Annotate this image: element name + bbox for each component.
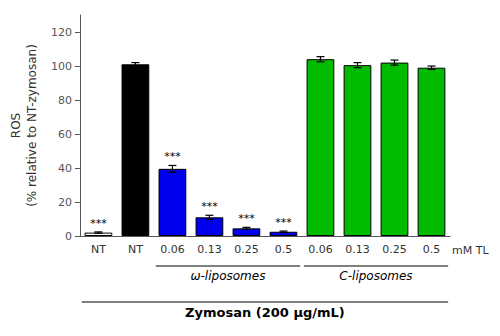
svg-text:NT: NT <box>91 243 106 256</box>
svg-text:NT: NT <box>128 243 143 256</box>
svg-text:ω-liposomes: ω-liposomes <box>190 269 265 283</box>
svg-text:***: *** <box>201 200 218 213</box>
svg-text:0.5: 0.5 <box>275 243 293 256</box>
svg-text:20: 20 <box>58 196 72 209</box>
svg-text:0.25: 0.25 <box>234 243 259 256</box>
svg-text:ROS: ROS <box>9 113 23 138</box>
svg-text:0.25: 0.25 <box>382 243 407 256</box>
svg-text:0.13: 0.13 <box>345 243 370 256</box>
svg-text:0.13: 0.13 <box>197 243 222 256</box>
svg-text:***: *** <box>90 217 107 230</box>
svg-text:***: *** <box>275 216 292 229</box>
svg-text:40: 40 <box>58 162 72 175</box>
svg-text:mM TL: mM TL <box>452 244 489 257</box>
svg-text:120: 120 <box>51 26 72 39</box>
svg-text:80: 80 <box>58 94 72 107</box>
svg-text:***: *** <box>164 150 181 163</box>
svg-text:0.06: 0.06 <box>160 243 185 256</box>
svg-text:(% relative to NT-zymosan): (% relative to NT-zymosan) <box>25 44 39 207</box>
svg-text:***: *** <box>238 212 255 225</box>
svg-text:100: 100 <box>51 60 72 73</box>
svg-text:60: 60 <box>58 128 72 141</box>
svg-text:Zymosan (200 μg/mL): Zymosan (200 μg/mL) <box>185 305 345 320</box>
svg-text:0.5: 0.5 <box>423 243 441 256</box>
svg-text:C-liposomes: C-liposomes <box>339 269 412 283</box>
svg-text:0: 0 <box>65 230 72 243</box>
svg-text:0.06: 0.06 <box>308 243 333 256</box>
